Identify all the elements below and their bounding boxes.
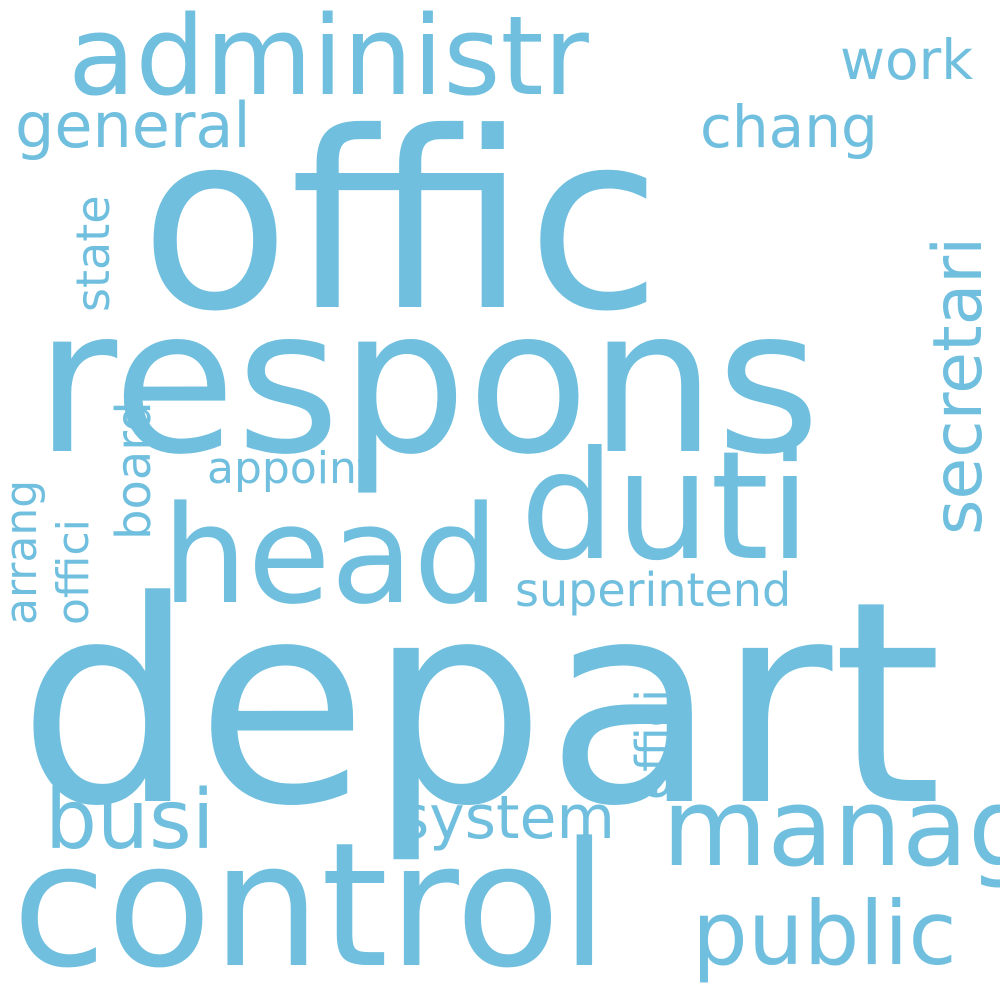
word-system: system [398, 783, 615, 853]
word-manag: manag [662, 766, 1000, 891]
word-depart: depart [18, 542, 943, 868]
word-chang: chang [700, 93, 878, 161]
word-head: head [162, 477, 500, 634]
word-effici: effici [626, 689, 680, 800]
word-superintend: superintend [515, 563, 792, 617]
word-secretari: secretari [919, 236, 998, 535]
word-work: work [840, 28, 974, 92]
word-state: state [66, 195, 120, 312]
word-offic: offic [140, 80, 662, 365]
word-board: board [106, 401, 162, 540]
word-offici: offici [48, 519, 99, 625]
word-respons: respons [35, 266, 821, 499]
word-busi: busi [45, 773, 215, 868]
word-public: public [692, 882, 957, 985]
word-general: general [15, 89, 251, 162]
word-control: control [12, 805, 609, 1000]
word-duti: duti [520, 420, 811, 594]
word-appoint: appoint [207, 443, 375, 494]
word-administr: administr [68, 0, 589, 120]
word-arrang: arrang [0, 479, 47, 625]
